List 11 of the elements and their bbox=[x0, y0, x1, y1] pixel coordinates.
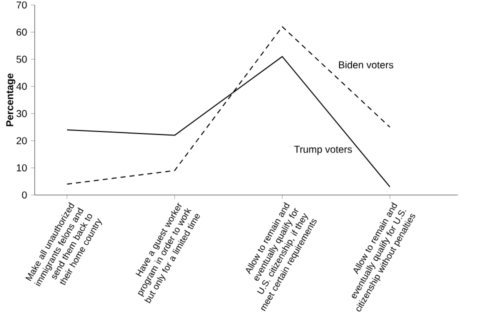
y-tick-label: 40 bbox=[16, 82, 27, 90]
y-tick-label: 70 bbox=[16, 1, 27, 9]
y-tick-label: 10 bbox=[16, 164, 27, 172]
y-tick-label: 20 bbox=[16, 137, 27, 144]
y-tick-label: 30 bbox=[16, 110, 27, 118]
series-label: Trump voters bbox=[294, 146, 352, 155]
y-tick-label: 0 bbox=[22, 191, 27, 199]
series-label: Biden voters bbox=[339, 61, 394, 68]
y-tick-label: 60 bbox=[16, 28, 27, 36]
y-axis-title: Percentage bbox=[6, 73, 16, 126]
y-tick-label: 50 bbox=[16, 56, 27, 63]
